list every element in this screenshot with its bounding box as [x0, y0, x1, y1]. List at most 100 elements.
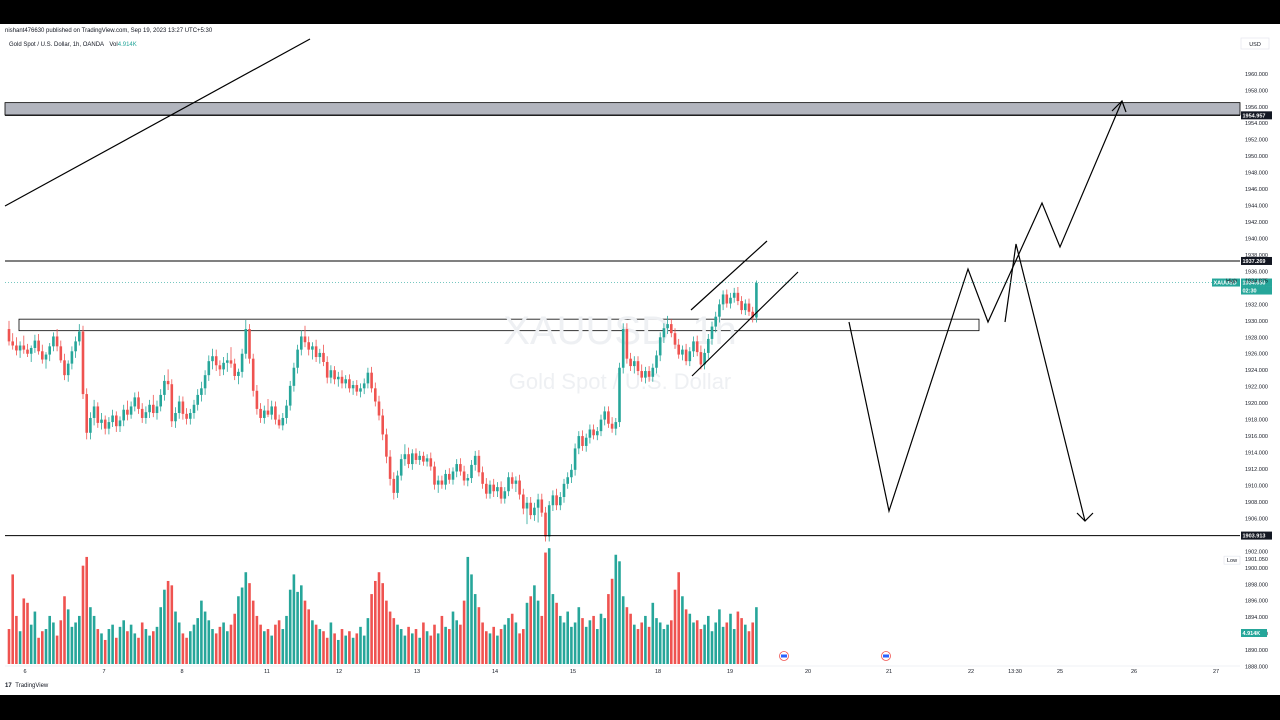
footer-brand[interactable]: 17 TradingView: [5, 683, 48, 689]
volume-bar: [422, 622, 425, 664]
volume-bar: [673, 589, 677, 664]
candle-body: [633, 361, 636, 367]
volume-bar: [633, 624, 636, 664]
price-chart[interactable]: XAUUSD, 1h Gold Spot / U.S. Dollar USD 19…: [0, 24, 1280, 695]
candle-body: [266, 410, 270, 415]
y-tick-label: 1954.000: [1245, 121, 1268, 127]
candle-body: [440, 480, 444, 485]
volume-bar: [189, 631, 192, 664]
volume-bar: [473, 594, 477, 664]
candle-body: [152, 404, 155, 414]
volume-label: Vol: [109, 42, 118, 48]
volume-bar: [688, 613, 692, 664]
volume-bar: [666, 624, 669, 664]
candle-body: [677, 344, 680, 355]
candle-body: [163, 380, 166, 395]
candle-body: [381, 415, 384, 435]
volume-bar: [470, 574, 473, 664]
volume-bar: [411, 633, 414, 664]
volume-bar: [274, 624, 277, 664]
volume-bar: [562, 622, 566, 664]
volume-bar: [200, 600, 203, 664]
candle-body: [155, 406, 159, 414]
candle-body: [647, 371, 651, 377]
volume-bar: [725, 622, 729, 664]
candle-body: [740, 301, 743, 311]
candle-body: [692, 341, 695, 352]
y-tick-label: 1900.000: [1245, 566, 1268, 572]
x-tick-label: 22: [968, 669, 974, 675]
currency-button: [1240, 37, 1270, 50]
volume-bar: [48, 615, 51, 664]
volume-bar: [362, 635, 366, 664]
candle-body: [55, 336, 59, 347]
volume-bar: [481, 622, 484, 664]
candle-body: [96, 406, 100, 423]
candle-body: [721, 294, 725, 305]
candle-body: [337, 376, 340, 380]
candle-body: [392, 478, 396, 493]
volume-bar: [577, 607, 581, 664]
countdown-label-bg: [1241, 286, 1272, 295]
volume-bar: [459, 624, 462, 664]
volume-bar: [270, 635, 273, 664]
volume-bar: [296, 591, 299, 664]
candle-body: [525, 502, 529, 509]
candle-body: [699, 352, 703, 365]
candle-body: [736, 292, 740, 302]
candle-body: [403, 454, 407, 460]
candle-body: [710, 326, 714, 339]
volume-bar: [192, 624, 196, 664]
candle-body: [344, 379, 347, 384]
volume-bar: [348, 631, 351, 664]
candle-body: [59, 346, 63, 361]
tradingview-label: TradingView: [15, 683, 49, 689]
x-tick-label: 25: [1057, 669, 1063, 675]
candle-body: [140, 408, 144, 418]
candle-body: [703, 352, 706, 365]
candle-body: [596, 431, 599, 436]
candle-body: [481, 472, 484, 484]
price-axis[interactable]: USD 1960.000 1958.000 1956.000 1954.000 1952.…: [1240, 37, 1270, 671]
x-tick-label: 26: [1131, 669, 1137, 675]
y-tick-label: 1946.000: [1245, 187, 1268, 193]
volume-bar: [366, 618, 370, 664]
candle-body: [144, 412, 148, 418]
volume-bar: [436, 633, 440, 664]
candle-body: [166, 380, 170, 385]
candle-body: [29, 347, 33, 354]
volume-bar: [588, 620, 592, 664]
candle-body: [126, 409, 129, 415]
volume-bar: [718, 609, 721, 664]
candle-body: [588, 429, 592, 438]
candle-body: [377, 401, 381, 416]
time-axis[interactable]: 6 7 8 11 12 13 14 15 18 19 20 21 22 13:30 25 26 27: [5, 651, 1240, 676]
volume-bar: [226, 631, 229, 664]
candle-body: [562, 483, 566, 498]
candle-body: [270, 406, 273, 415]
candle-body: [322, 352, 325, 362]
event-flag-stripe: [781, 654, 787, 658]
candle-body: [688, 351, 692, 362]
volume-bar: [144, 629, 148, 664]
candle-body: [203, 375, 207, 389]
volume-bar: [684, 609, 688, 664]
candle-body: [251, 358, 255, 391]
y-tick-label: 1916.000: [1245, 434, 1268, 440]
volume-bar: [89, 607, 92, 664]
candle-body: [314, 346, 318, 358]
volume-bars: [7, 548, 758, 664]
candle-body: [44, 354, 48, 360]
volume-bar: [625, 607, 629, 664]
volume-bar: [129, 624, 133, 664]
candle-body: [747, 303, 751, 312]
candle-body: [533, 507, 536, 516]
y-tick-label: 1958.000: [1245, 88, 1268, 94]
volume-bar: [70, 626, 74, 664]
volume-bar: [259, 624, 262, 664]
candle-body: [111, 415, 114, 423]
level-price-label: 1954.957: [1243, 113, 1266, 119]
countdown-label: 02:30: [1243, 289, 1257, 295]
volume-bar: [15, 615, 18, 664]
candle-body: [255, 390, 259, 409]
